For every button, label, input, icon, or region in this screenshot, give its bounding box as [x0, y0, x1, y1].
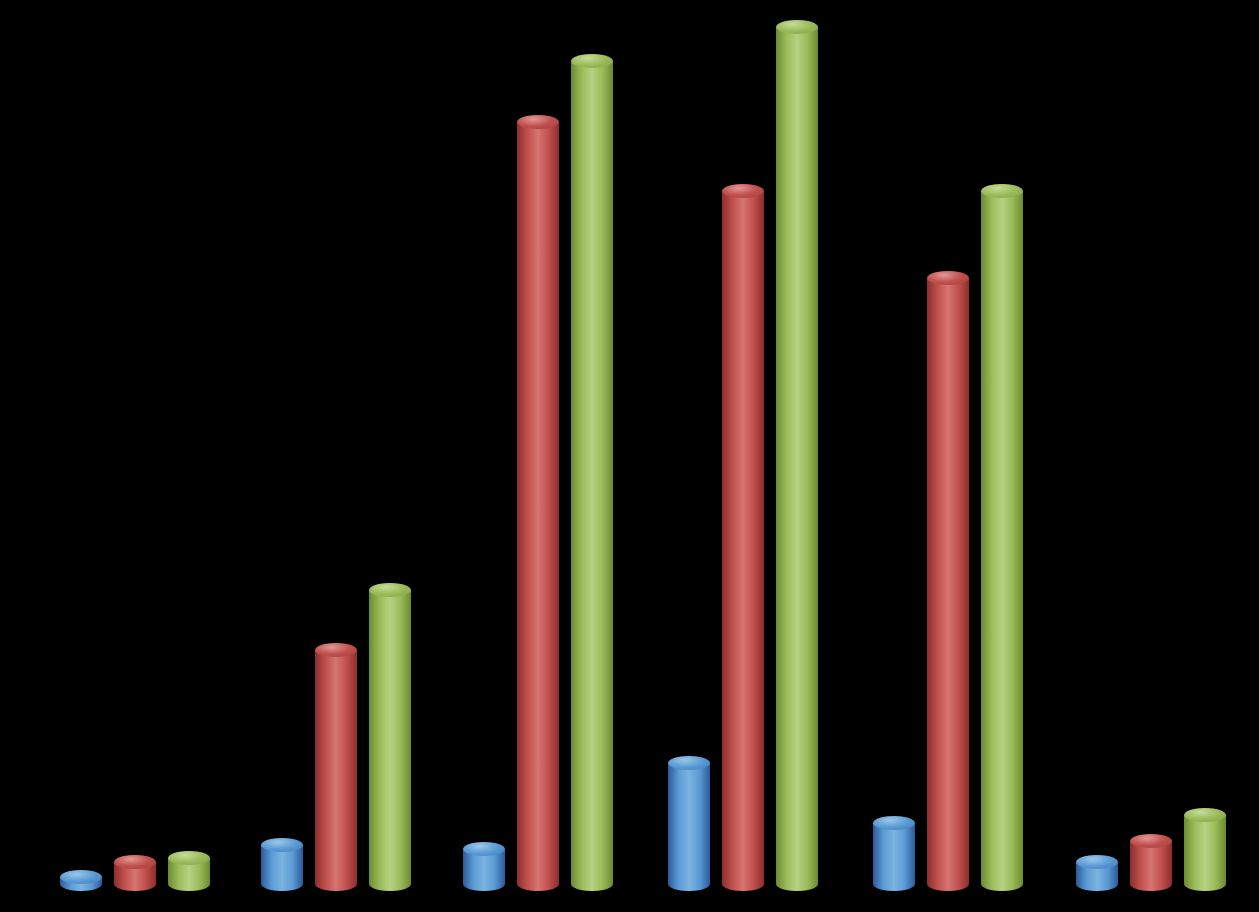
cylinder-shaft: [315, 650, 357, 884]
cylinder-bottom: [571, 877, 613, 891]
cylinder-bottom: [927, 877, 969, 891]
cylinder-bottom: [261, 877, 303, 891]
cylinder-shaft: [776, 27, 818, 884]
bar-group-4: [873, 191, 1023, 884]
cylinder-bottom: [981, 877, 1023, 891]
bar-red-4: [927, 278, 969, 884]
cylinder-bottom: [114, 877, 156, 891]
bar-group-5: [1076, 815, 1226, 884]
cylinder-top: [927, 271, 969, 285]
cylinder-bottom: [168, 877, 210, 891]
cylinder-shaft: [927, 278, 969, 884]
cylinder-bottom: [722, 877, 764, 891]
bar-red-3: [722, 191, 764, 884]
cylinder-bottom: [1076, 877, 1118, 891]
cylinder-top: [668, 756, 710, 770]
chart-plot-area: [18, 6, 1251, 886]
cylinder-bottom: [463, 877, 505, 891]
cylinder-top: [369, 583, 411, 597]
cylinder-bottom: [517, 877, 559, 891]
bar-group-1: [261, 590, 411, 884]
cylinder-shaft: [668, 763, 710, 884]
y-axis-line: [18, 6, 20, 886]
cylinder-shaft: [873, 823, 915, 884]
cylinder-bottom: [1184, 877, 1226, 891]
bar-red-0: [114, 862, 156, 884]
bar-green-0: [168, 858, 210, 884]
cylinder-shaft: [517, 122, 559, 884]
bar-red-5: [1130, 841, 1172, 884]
bar-blue-3: [668, 763, 710, 884]
bar-group-2: [463, 61, 613, 884]
bar-green-1: [369, 590, 411, 884]
cylinder-top: [1130, 834, 1172, 848]
bar-blue-4: [873, 823, 915, 884]
cylinder-shaft: [981, 191, 1023, 884]
bar-green-2: [571, 61, 613, 884]
cylinder-shaft: [571, 61, 613, 884]
cylinder-bottom: [668, 877, 710, 891]
cylinder-bottom: [873, 877, 915, 891]
bar-group-3: [668, 27, 818, 884]
cylinder-bottom: [369, 877, 411, 891]
bar-red-2: [517, 122, 559, 884]
cylinder-top: [517, 115, 559, 129]
bar-blue-5: [1076, 862, 1118, 884]
bar-red-1: [315, 650, 357, 884]
bar-green-4: [981, 191, 1023, 884]
cylinder-top: [60, 870, 102, 884]
cylinder-top: [776, 20, 818, 34]
bar-group-0: [60, 858, 210, 884]
cylinder-bottom: [315, 877, 357, 891]
bar-green-3: [776, 27, 818, 884]
cylinder-shaft: [722, 191, 764, 884]
cylinder-top: [1184, 808, 1226, 822]
cylinder-bottom: [1130, 877, 1172, 891]
cylinder-bottom: [776, 877, 818, 891]
cylinder-shaft: [369, 590, 411, 884]
bar-blue-0: [60, 877, 102, 884]
cylinder-top: [261, 838, 303, 852]
bar-green-5: [1184, 815, 1226, 884]
cylinder-shaft: [1184, 815, 1226, 884]
cylinder-top: [168, 851, 210, 865]
bar-blue-1: [261, 845, 303, 884]
bar-blue-2: [463, 849, 505, 884]
